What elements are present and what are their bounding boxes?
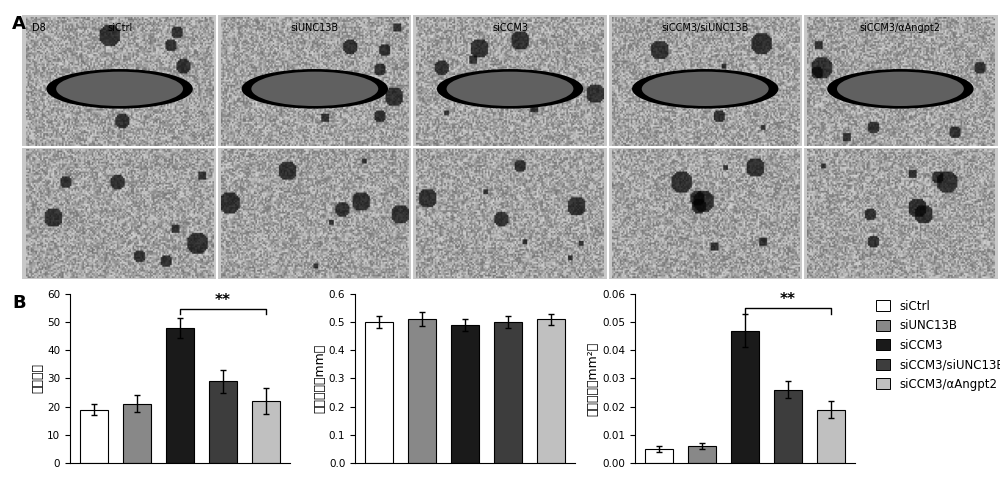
Bar [688, 446, 716, 463]
Text: D8: D8 [32, 23, 46, 33]
Circle shape [632, 69, 778, 109]
Text: A: A [12, 15, 26, 33]
Text: **: ** [780, 292, 796, 307]
Text: siCCM3/αAngpt2: siCCM3/αAngpt2 [860, 23, 941, 33]
Circle shape [251, 72, 378, 106]
Bar [451, 325, 479, 463]
Text: siUNC13B: siUNC13B [291, 23, 339, 33]
Circle shape [437, 69, 583, 109]
Text: B: B [12, 294, 26, 312]
Bar [537, 319, 565, 463]
Text: **: ** [215, 293, 231, 308]
Y-axis label: 出芽长度（mm）: 出芽长度（mm） [313, 344, 326, 413]
Bar [252, 401, 280, 463]
Bar [774, 390, 802, 463]
Legend: siCtrl, siUNC13B, siCCM3, siCCM3/siUNC13B, siCCM3/αAngpt2: siCtrl, siUNC13B, siCCM3, siCCM3/siUNC13… [876, 300, 1000, 391]
Bar [80, 409, 108, 463]
Circle shape [642, 72, 769, 106]
Bar [365, 322, 393, 463]
Bar [645, 449, 673, 463]
Bar [731, 331, 759, 463]
Y-axis label: 血管面积（mm²）: 血管面积（mm²） [586, 341, 600, 416]
Bar [817, 409, 845, 463]
Bar [494, 322, 522, 463]
Circle shape [837, 72, 964, 106]
Bar [166, 328, 194, 463]
Circle shape [827, 69, 974, 109]
Circle shape [447, 72, 573, 106]
Circle shape [242, 69, 388, 109]
Bar [123, 404, 151, 463]
Circle shape [46, 69, 193, 109]
Bar [209, 381, 237, 463]
Bar [408, 319, 436, 463]
Y-axis label: 出芽数量: 出芽数量 [31, 364, 44, 393]
Text: siCtrl: siCtrl [107, 23, 132, 33]
Circle shape [56, 72, 183, 106]
Text: siCCM3: siCCM3 [492, 23, 528, 33]
Text: siCCM3/siUNC13B: siCCM3/siUNC13B [662, 23, 749, 33]
